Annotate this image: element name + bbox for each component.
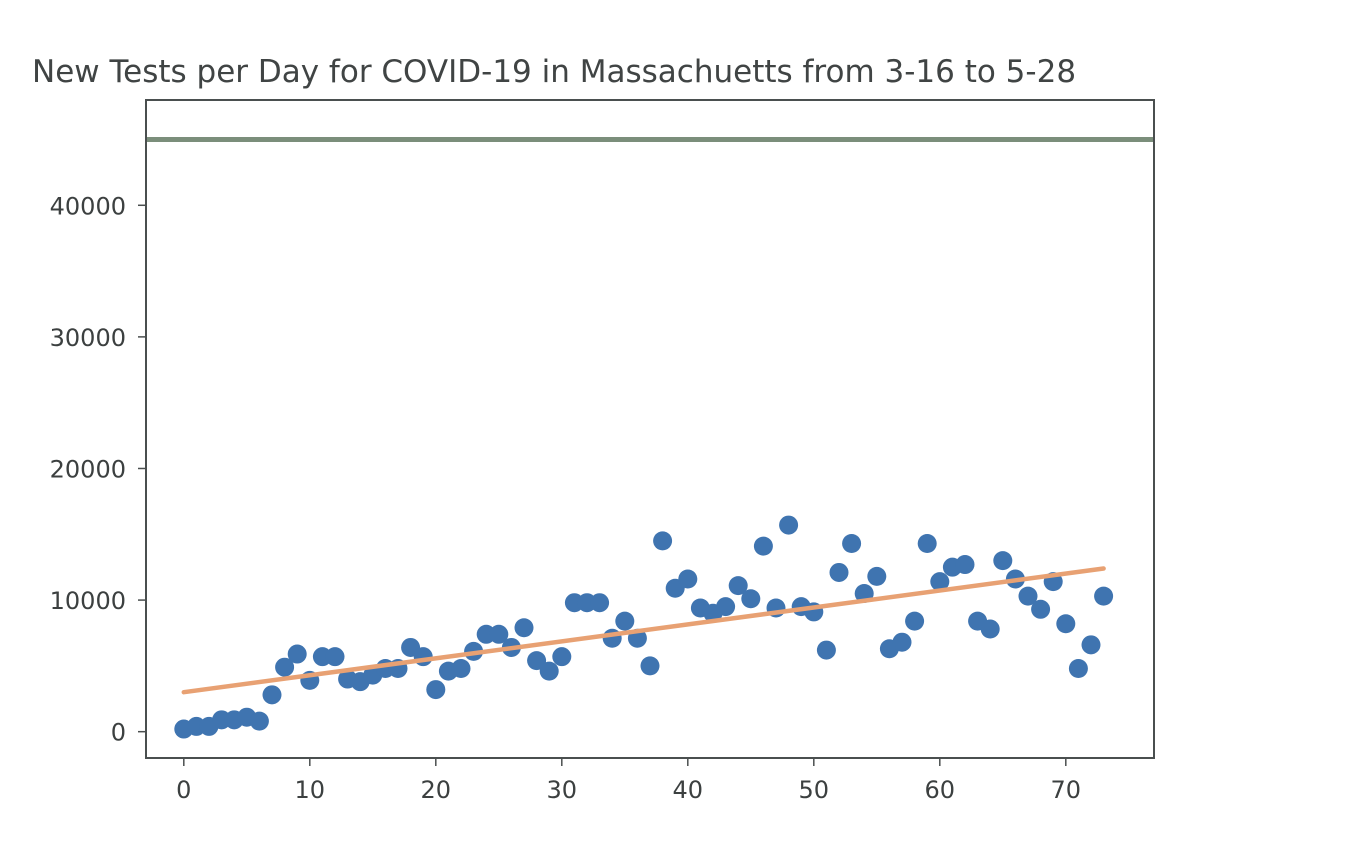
data-point: [867, 566, 887, 586]
x-axis: 0 10 20 30 40 50 60 70: [176, 758, 1081, 804]
plot-frame: [145, 99, 1155, 759]
data-point: [615, 611, 635, 631]
scatter-series: [174, 515, 1114, 739]
data-point: [728, 576, 748, 596]
x-tick-label: 40: [673, 776, 704, 804]
y-axis: 0 10000 20000 30000 40000: [50, 192, 146, 747]
data-point: [413, 647, 433, 667]
data-point: [892, 632, 912, 652]
x-tick-label: 0: [176, 776, 191, 804]
data-point: [1094, 586, 1114, 606]
data-point: [426, 680, 446, 700]
y-tick-label: 10000: [50, 587, 126, 615]
data-point: [930, 572, 950, 592]
data-point: [678, 569, 698, 589]
y-tick-label: 20000: [50, 455, 126, 483]
data-point: [527, 651, 547, 671]
data-point: [262, 685, 282, 705]
data-point: [514, 618, 534, 638]
data-point: [716, 597, 736, 617]
data-point: [1056, 614, 1076, 634]
data-point: [1081, 635, 1101, 655]
y-tick-label: 40000: [50, 192, 126, 220]
trend-line: [181, 566, 1106, 695]
data-point: [955, 555, 975, 575]
data-point: [1018, 586, 1038, 606]
data-point: [325, 647, 345, 667]
data-point: [816, 640, 836, 660]
data-point: [275, 657, 295, 677]
data-point: [287, 644, 307, 664]
data-point: [993, 551, 1013, 571]
x-tick-label: 30: [547, 776, 578, 804]
data-point: [590, 593, 610, 613]
data-point: [249, 711, 269, 731]
data-point: [980, 619, 1000, 639]
data-point: [451, 659, 471, 679]
data-point: [905, 611, 925, 631]
data-point: [829, 562, 849, 582]
data-point: [640, 656, 660, 676]
x-tick-label: 50: [799, 776, 830, 804]
y-tick-label: 0: [111, 719, 126, 747]
data-point: [1068, 659, 1088, 679]
data-point: [842, 533, 862, 553]
data-point: [741, 589, 761, 609]
x-tick-label: 60: [925, 776, 956, 804]
x-tick-label: 20: [421, 776, 452, 804]
data-point: [552, 647, 572, 667]
data-point: [653, 531, 673, 551]
x-tick-label: 70: [1051, 776, 1082, 804]
x-tick-label: 10: [295, 776, 326, 804]
data-point: [1031, 599, 1051, 619]
data-point: [917, 533, 937, 553]
data-point: [489, 624, 509, 644]
y-tick-label: 30000: [50, 324, 126, 352]
plot-area: [146, 136, 1154, 739]
data-point: [539, 661, 559, 681]
chart-title: New Tests per Day for COVID-19 in Massac…: [32, 54, 1076, 90]
data-point: [779, 515, 799, 535]
data-point: [753, 536, 773, 556]
